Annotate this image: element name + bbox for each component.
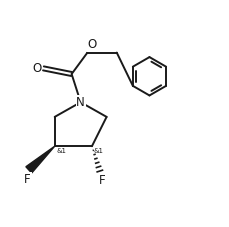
- Text: O: O: [32, 62, 42, 75]
- Text: O: O: [87, 38, 97, 52]
- Polygon shape: [26, 146, 55, 173]
- Text: F: F: [99, 174, 105, 187]
- Text: F: F: [24, 173, 31, 186]
- Text: N: N: [76, 96, 85, 109]
- Text: &1: &1: [93, 148, 104, 154]
- Text: &1: &1: [56, 148, 66, 154]
